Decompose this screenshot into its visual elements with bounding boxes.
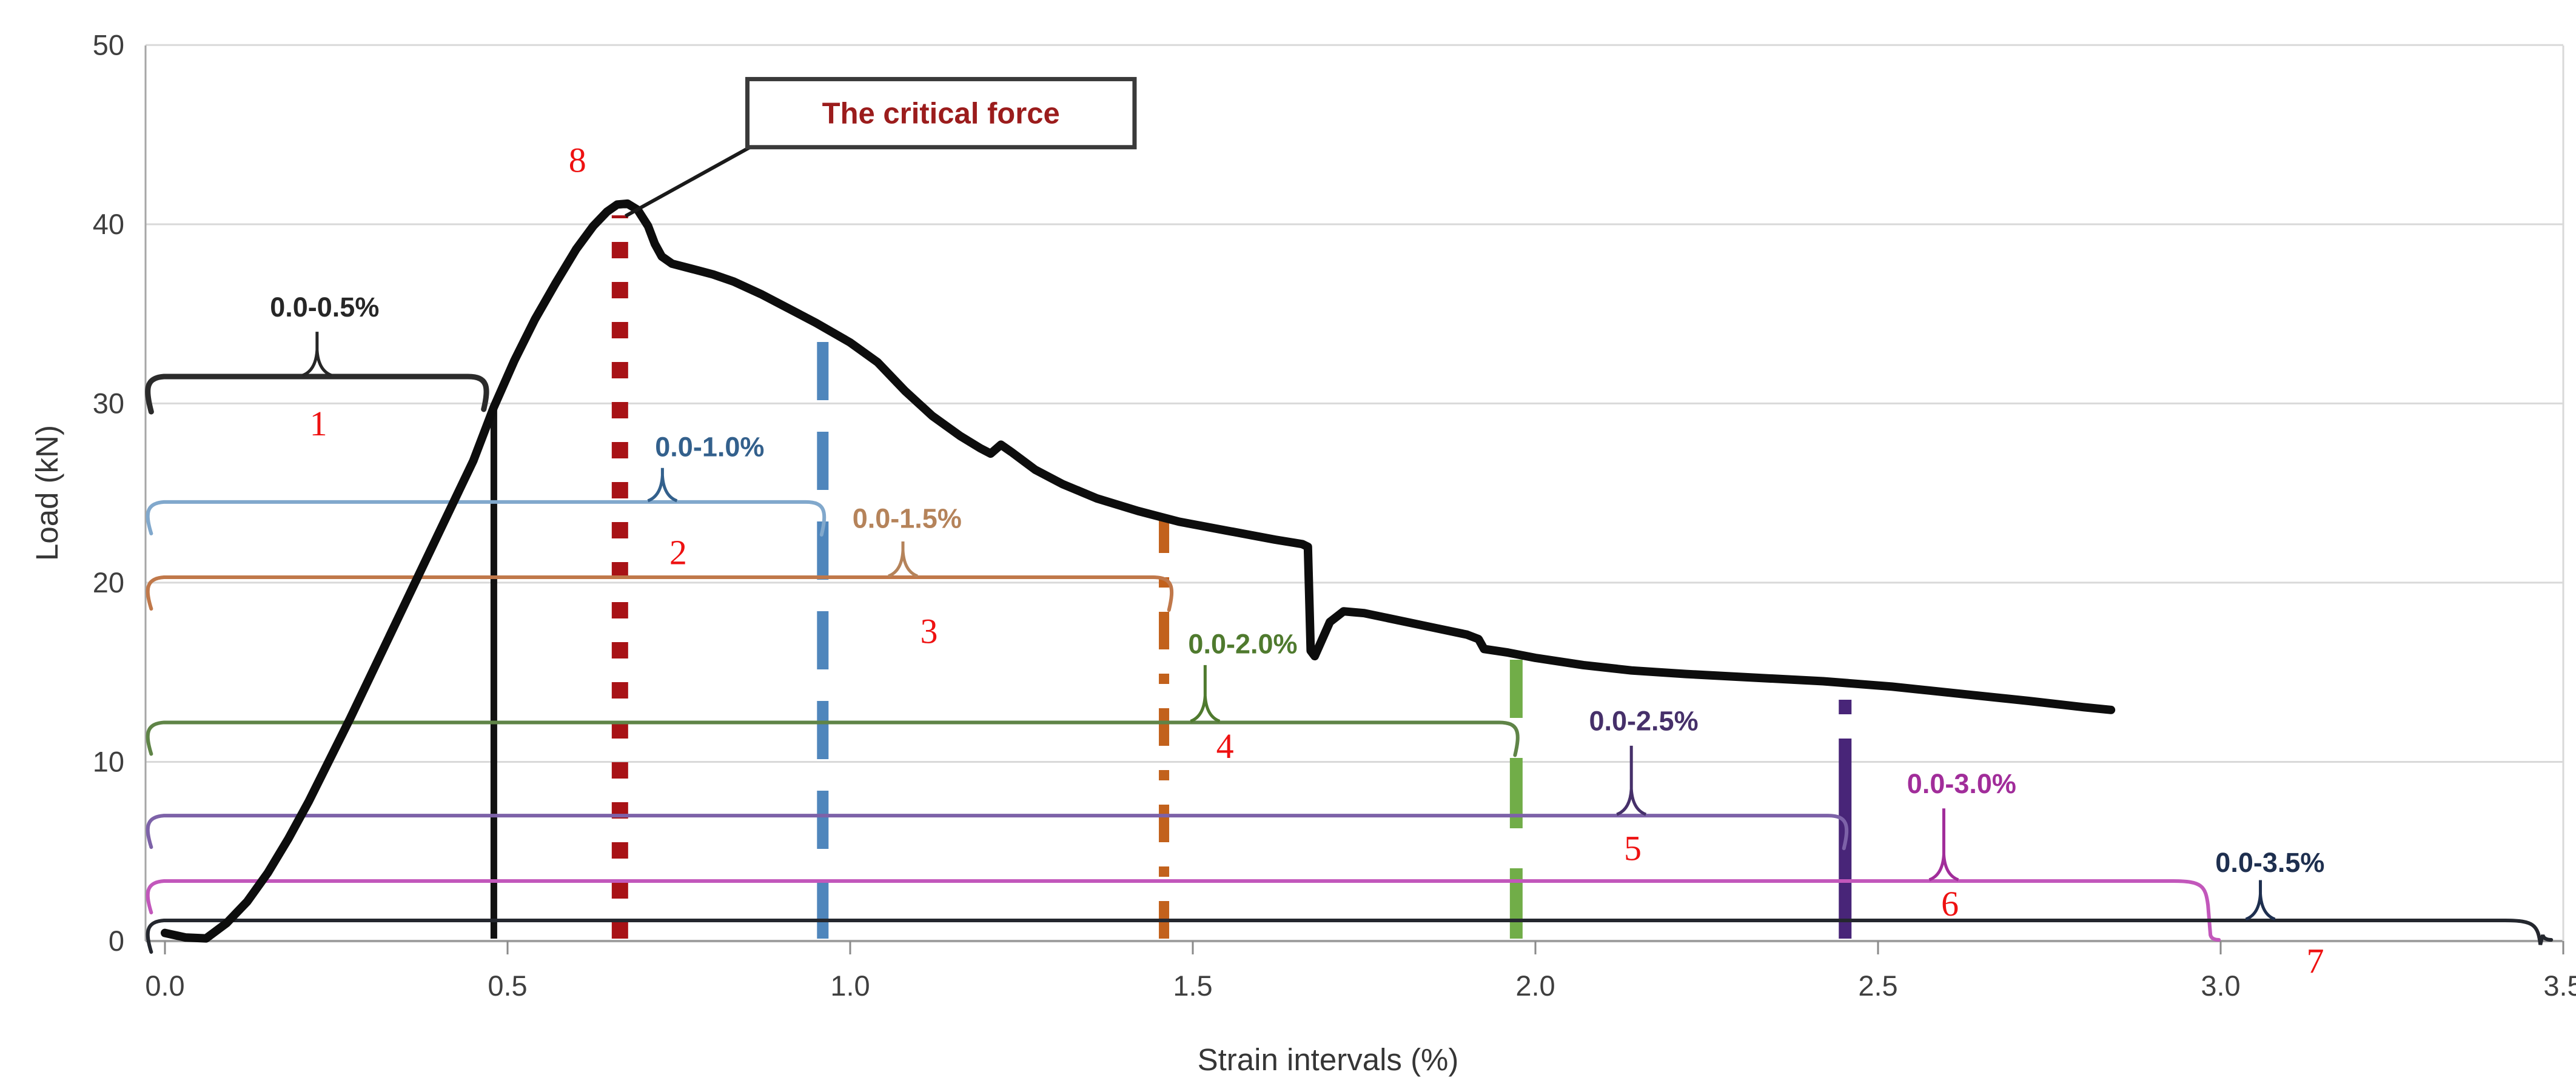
- y-tick-label: 30: [93, 387, 124, 419]
- x-tick-label: 3.5: [2543, 970, 2576, 1002]
- interval-5-label: 0.0-2.5%: [1589, 705, 1698, 736]
- y-tick-label: 50: [93, 28, 124, 61]
- interval-2-number: 2: [669, 533, 687, 572]
- x-tick-label: 2.5: [1858, 970, 1897, 1002]
- interval-7-line: [146, 919, 2554, 954]
- y-tick-label: 10: [93, 745, 124, 777]
- interval-7-label: 0.0-3.5%: [2215, 847, 2324, 878]
- interval-6-label: 0.0-3.0%: [1907, 768, 2016, 799]
- critical-force-callout: The critical force: [624, 76, 1137, 218]
- interval-3-label-pointer: [888, 541, 919, 578]
- interval-6-number: 6: [1941, 884, 1959, 923]
- interval-3-line: [146, 575, 1174, 612]
- interval-1-label: 0.0-0.5%: [270, 292, 379, 323]
- interval-4-line: [146, 720, 1520, 757]
- interval-4-number: 4: [1216, 726, 1234, 766]
- interval-2-label: 0.0-1.0%: [655, 431, 764, 462]
- y-tick-label: 0: [109, 925, 124, 957]
- x-tick-label: 2.0: [1515, 970, 1555, 1002]
- x-tick-label: 3.0: [2201, 970, 2240, 1002]
- callout-leader-line: [624, 144, 753, 218]
- x-tick-label: 1.0: [830, 970, 870, 1002]
- interval-3-number: 3: [920, 612, 937, 651]
- y-tick-label: 20: [93, 566, 124, 598]
- interval-7-number: 7: [2306, 942, 2324, 981]
- tick-labels: 0.0 0.5 1.0 1.5 2.0 2.5 3.0 3.5 0 10 20 30 40 50 Strai…: [30, 28, 2576, 1077]
- interval-lines: [145, 332, 2554, 954]
- y-axis-title: Load (kN): [30, 425, 64, 561]
- interval-labels: 0.0-0.5% 1 0.0-1.0% 2 0.0-1.5% 3 0.0-2.0% 4 0.0-…: [270, 140, 2324, 980]
- callout-box: [745, 76, 1137, 150]
- interval-7-label-pointer: [2245, 880, 2276, 921]
- interval-1-label-pointer: [301, 332, 332, 377]
- interval-6-label-pointer: [1928, 808, 1959, 882]
- interval-4-label-pointer: [1190, 665, 1221, 723]
- x-axis-title: Strain intervals (%): [1198, 1042, 1459, 1077]
- interval-4-label: 0.0-2.0%: [1188, 628, 1297, 659]
- interval-5-label-pointer: [1616, 745, 1647, 816]
- interval-5-line: [146, 814, 1849, 851]
- gridlines: [144, 44, 2564, 954]
- x-tick-label: 0.0: [145, 970, 184, 1002]
- callout-text: The critical force: [822, 98, 1060, 130]
- x-tick-label: 1.5: [1173, 970, 1212, 1002]
- x-tick-label: 0.5: [488, 970, 527, 1002]
- interval-5-number: 5: [1624, 828, 1642, 868]
- y-tick-label: 40: [93, 208, 124, 240]
- interval-3-label: 0.0-1.5%: [853, 503, 962, 534]
- interval-1-number: 1: [310, 404, 327, 443]
- interval-2-line: [146, 500, 827, 537]
- interval-2-label-pointer: [647, 467, 678, 503]
- interval-1-line: [145, 374, 489, 415]
- interval-6-line: [146, 879, 2221, 942]
- critical-force-number: 8: [569, 140, 586, 179]
- load-curve: [161, 199, 2116, 943]
